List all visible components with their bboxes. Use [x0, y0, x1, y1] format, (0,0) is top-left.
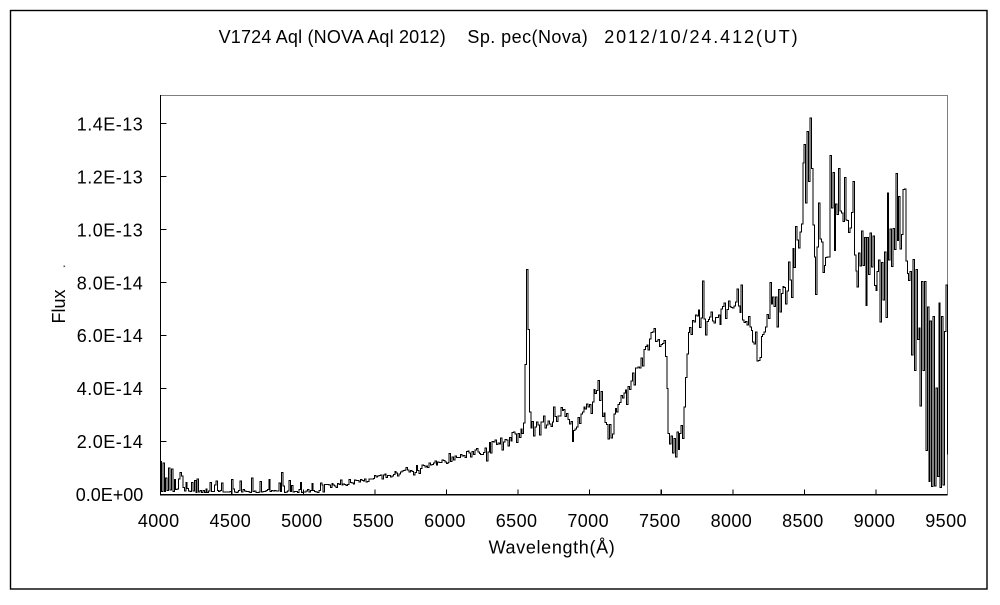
- svg-text:Wavelength(Å): Wavelength(Å): [489, 538, 616, 558]
- svg-text:4000: 4000: [138, 511, 180, 531]
- svg-text:1.0E-13: 1.0E-13: [77, 220, 144, 240]
- svg-text:0.0E+00: 0.0E+00: [76, 485, 144, 505]
- svg-text:V1724 Aql (NOVA Aql 2012): V1724 Aql (NOVA Aql 2012): [219, 27, 446, 47]
- svg-text:Sp. pec(Nova): Sp. pec(Nova): [467, 27, 588, 47]
- svg-text:Flux: Flux: [49, 289, 69, 323]
- svg-text:8500: 8500: [782, 511, 824, 531]
- svg-text:2.0E-14: 2.0E-14: [77, 432, 144, 452]
- svg-text:8.0E-14: 8.0E-14: [77, 273, 144, 293]
- svg-text:6500: 6500: [496, 511, 538, 531]
- svg-text:2012/10/24.412(UT): 2012/10/24.412(UT): [604, 27, 799, 47]
- svg-text:5500: 5500: [353, 511, 395, 531]
- svg-text:5000: 5000: [281, 511, 323, 531]
- svg-text:6.0E-14: 6.0E-14: [77, 326, 144, 346]
- svg-text:1.4E-13: 1.4E-13: [77, 114, 144, 134]
- svg-text:4.0E-14: 4.0E-14: [77, 379, 144, 399]
- svg-text:8000: 8000: [711, 511, 753, 531]
- svg-text:9500: 9500: [925, 511, 967, 531]
- svg-text:7000: 7000: [567, 511, 609, 531]
- svg-text:6000: 6000: [424, 511, 466, 531]
- svg-text:9000: 9000: [854, 511, 896, 531]
- svg-text:4500: 4500: [209, 511, 251, 531]
- svg-text:7500: 7500: [639, 511, 681, 531]
- svg-text:1.2E-13: 1.2E-13: [77, 167, 144, 187]
